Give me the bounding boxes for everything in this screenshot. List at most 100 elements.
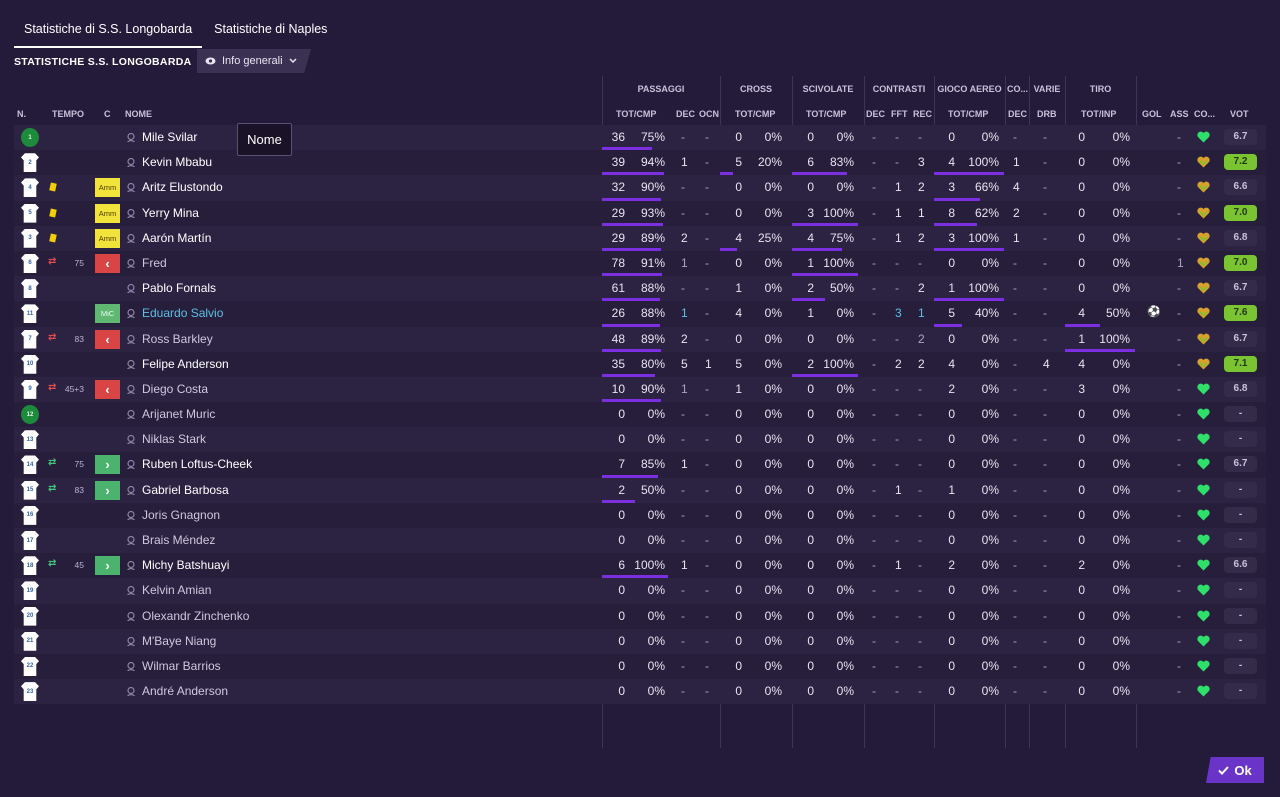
table-row[interactable]: 12 Arijanet Muric 0 0% - -0 0% 0 0% - - -0 0% - -0 0% - - <box>14 402 1266 428</box>
col-header-aereo-totcmp[interactable]: TOT/CMP <box>948 109 989 119</box>
player-name[interactable]: Felipe Anderson <box>142 356 229 371</box>
table-row[interactable]: 4 Amm Aritz Elustondo 32 90% - - 0 0% 0 0% - 1 2 3 66% 4… <box>14 175 1266 201</box>
table-row[interactable]: 8 Pablo Fornals 61 88% - -1 0% 2 50% - -2 1 100% - -0 0… <box>14 276 1266 302</box>
aerial-completion: 0% <box>981 658 999 673</box>
table-row[interactable]: 15 ⇄ 83 › Gabriel Barbosa 2 50% - -0 0% 0 0% -1-1 0% -… <box>14 477 1266 503</box>
table-row[interactable]: 16 Joris Gnagnon 0 0% - -0 0% 0 0% - - -0 0% - -0 0% - - <box>14 502 1266 528</box>
player-name[interactable]: Aarón Martín <box>142 230 212 245</box>
table-row[interactable]: 10 Felipe Anderson 35 80% 5 1 5 0% 2 100% -2 2 4 0% -4… <box>14 351 1266 377</box>
player-name[interactable]: Ross Barkley <box>142 331 213 346</box>
table-row[interactable]: 13 Niklas Stark 0 0% - -0 0% 0 0% - - -0 0% - -0 0% - - <box>14 427 1266 453</box>
col-header-tempo[interactable]: TEMPO <box>52 109 85 119</box>
col-header-number[interactable]: N. <box>17 109 26 119</box>
cross-total: 0 <box>735 130 742 144</box>
player-name[interactable]: André Anderson <box>142 684 229 699</box>
shirt-icon: 6 <box>21 253 39 273</box>
group-header-gioco-aereo: GIOCO AEREO <box>937 84 1002 94</box>
col-header-cross-totcmp[interactable]: TOT/CMP <box>735 109 776 119</box>
player-name[interactable]: Olexandr Zinchenko <box>142 608 250 623</box>
table-row[interactable]: 5 Amm Yerry Mina 29 93% - - 0 0% 3 100% - 1 1 8 62% 2 - 0 0… <box>14 200 1266 226</box>
table-row[interactable]: 7 ⇄ 83 ‹ Ross Barkley 48 89% 2-0 0% 0 0% - -2 0 0% - -1 1… <box>14 326 1266 352</box>
player-name[interactable]: Niklas Stark <box>142 432 207 447</box>
col-header-pass-ocn[interactable]: OCN <box>699 109 719 119</box>
col-header-ass[interactable]: ASS <box>1170 109 1189 119</box>
col-header-contr-dec[interactable]: DEC <box>866 109 886 119</box>
col-header-nome[interactable]: NOME <box>125 109 152 119</box>
goalkeeper-shirt-icon: 1 <box>21 128 39 147</box>
col-header-condition[interactable]: CO... <box>1194 109 1216 119</box>
table-row[interactable]: 9 ⇄ 45+3 ‹ Diego Costa 10 90% 1-1 0% 0 0% - - -2 0% - -3… <box>14 376 1266 403</box>
col-header-vot[interactable]: VOT <box>1230 109 1249 119</box>
cross-completion: 0% <box>764 281 782 296</box>
player-name[interactable]: Fred <box>142 255 167 270</box>
cross-completion: 0% <box>764 130 782 144</box>
tab-naples-stats[interactable]: Statistiche di Naples <box>214 22 328 36</box>
player-name[interactable]: Kevin Mbabu <box>142 155 213 170</box>
section-title: STATISTICHE S.S. LONGOBARDA <box>14 56 192 68</box>
aerial-total: 8 <box>948 205 955 220</box>
player-name[interactable]: Eduardo Salvio <box>142 306 224 321</box>
checkmark-icon <box>1218 765 1230 775</box>
contrasti-fft: 1 <box>895 230 902 245</box>
shots-on-target: 0% <box>1112 230 1130 245</box>
col-header-c[interactable]: C <box>104 109 111 119</box>
table-row[interactable]: 18 ⇄ 45 › Michy Batshuayi 6 100% 1-0 0% 0 0% -1-2 0%… <box>14 553 1266 579</box>
col-header-co-dec[interactable]: DEC <box>1008 109 1028 119</box>
shots-on-target: 0% <box>1112 205 1130 220</box>
player-name[interactable]: Gabriel Barbosa <box>142 482 229 497</box>
player-name[interactable]: Kelvin Amian <box>142 583 212 598</box>
progress-bar <box>934 222 977 226</box>
table-row[interactable]: 17 Brais Méndez 0 0% - -0 0% 0 0% - - -0 0% - -0 0% - - <box>14 528 1266 554</box>
table-row[interactable]: 19 Kelvin Amian 0 0% - -0 0% 0 0% - - -0 0% - -0 0% - - <box>14 578 1266 604</box>
col-header-sciv-totcmp[interactable]: TOT/CMP <box>806 109 847 119</box>
yellow-card-icon <box>49 208 57 218</box>
col-header-varie-drb[interactable]: DRB <box>1037 109 1057 119</box>
co-dec: 1 <box>1013 155 1020 170</box>
varie-drb: - <box>1043 230 1047 245</box>
progress-bar <box>792 172 847 176</box>
booked-badge: Amm <box>95 203 120 223</box>
col-header-contr-rec[interactable]: REC <box>913 109 933 119</box>
sub-minute: 45 <box>74 560 84 571</box>
col-header-contr-fft[interactable]: FFT <box>891 109 908 119</box>
view-selector-dropdown[interactable]: Info generali <box>197 49 311 73</box>
player-name[interactable]: Wilmar Barrios <box>142 658 221 673</box>
player-name[interactable]: Diego Costa <box>142 381 209 396</box>
player-name[interactable]: Arijanet Muric <box>142 407 216 422</box>
contrasti-rec: - <box>918 482 922 497</box>
player-name[interactable]: Aritz Elustondo <box>142 180 223 195</box>
table-row[interactable]: 20 Olexandr Zinchenko 0 0% - -0 0% 0 0% - - -0 0% - -0… <box>14 603 1266 629</box>
pass-total: 0 <box>618 432 625 447</box>
player-name[interactable]: Michy Batshuayi <box>142 558 230 573</box>
col-header-gol[interactable]: GOL <box>1142 109 1162 119</box>
table-row[interactable]: 2 Kevin Mbabu 39 94% 1 - 5 20% 6 83% - - 3 4 100% 1 - 0 0%… <box>14 150 1266 176</box>
table-row[interactable]: 22 Wilmar Barrios 0 0% - -0 0% 0 0% - - -0 0% - -0 0% - - <box>14 653 1266 680</box>
player-name[interactable]: Ruben Loftus-Cheek <box>142 457 253 472</box>
ok-button[interactable]: Ok <box>1206 757 1264 783</box>
table-row[interactable]: 21 M'Baye Niang 0 0% - -0 0% 0 0% - - -0 0% - -0 0% - - <box>14 628 1266 654</box>
table-row[interactable]: 23 André Anderson 0 0% - -0 0% 0 0% - - -0 0% - -0 0% - - <box>14 679 1266 705</box>
player-name[interactable]: Yerry Mina <box>142 205 199 220</box>
table-row[interactable]: 6 ⇄ 75 ‹ Fred 78 91% 1-0 0% 1 100% - - -0 0% - -0 0% 1 7.0 <box>14 250 1266 277</box>
match-rating: 6.7 <box>1224 280 1257 297</box>
aerial-completion: 100% <box>968 230 999 245</box>
tackle-total: 1 <box>807 255 814 270</box>
col-header-pass-totcmp[interactable]: TOT/CMP <box>616 109 657 119</box>
cross-completion: 20% <box>757 155 782 170</box>
player-name[interactable]: Mile Svilar <box>142 130 198 144</box>
contrasti-dec: - <box>872 684 876 699</box>
table-row[interactable]: 14 ⇄ 75 › Ruben Loftus-Cheek 7 85% 1-0 0% 0 0% - - -0… <box>14 452 1266 478</box>
tab-longobarda-stats[interactable]: Statistiche di S.S. Longobarda <box>14 14 203 48</box>
col-header-tiro-totinp[interactable]: TOT/INP <box>1081 109 1117 119</box>
table-row[interactable]: 11 MiC Eduardo Salvio 26 88% 1-4 0% 1 0% -3 1 5 40% -… <box>14 301 1266 327</box>
contrasti-fft: - <box>895 432 899 447</box>
table-row[interactable]: 1 Mile Svilar 36 75% - -0 0% 0 0% - - -0 0% - -0 0% -6.7 <box>14 125 1266 151</box>
player-name[interactable]: Brais Méndez <box>142 533 216 547</box>
table-row[interactable]: 3 Amm Aarón Martín 29 89% 2-4 25% 4 75% -1 2 3 100% 1… <box>14 225 1266 251</box>
player-name[interactable]: Joris Gnagnon <box>142 507 221 522</box>
player-name[interactable]: M'Baye Niang <box>142 633 217 648</box>
col-header-pass-dec[interactable]: DEC <box>676 109 696 119</box>
contrasti-fft: - <box>895 457 899 472</box>
player-name[interactable]: Pablo Fornals <box>142 281 217 296</box>
varie-drb: - <box>1043 407 1047 422</box>
